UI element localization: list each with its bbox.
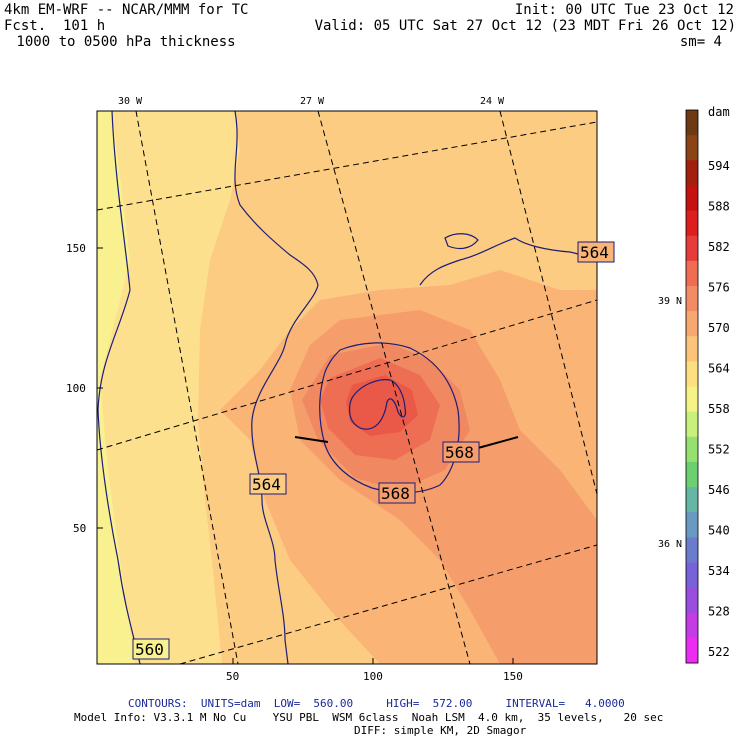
colorbar-swatch bbox=[686, 537, 698, 563]
contour-label-568-e: 568 bbox=[445, 443, 474, 462]
y-tick-100: 100 bbox=[66, 382, 86, 395]
fill-ocean-light bbox=[97, 111, 240, 664]
meridian-27w bbox=[317, 111, 471, 664]
colorbar-swatch bbox=[686, 487, 698, 513]
y-tick-150: 150 bbox=[66, 242, 86, 255]
colorbar-swatch bbox=[686, 160, 698, 186]
lon-label-27w: 27 W bbox=[300, 96, 325, 107]
forecast-hour: Fcst. 101 h bbox=[4, 18, 106, 34]
lon-label-30w: 30 W bbox=[118, 96, 143, 107]
valid-time: Valid: 05 UTC Sat 27 Oct 12 (23 MDT Fri … bbox=[314, 18, 736, 34]
colorbar-swatch bbox=[686, 311, 698, 337]
contour-label-564-w: 564 bbox=[252, 475, 281, 494]
meridian-30w bbox=[135, 111, 239, 664]
colorbar-swatch bbox=[686, 436, 698, 463]
x-tick-100: 100 bbox=[363, 670, 383, 683]
contour-564-island bbox=[444, 233, 479, 250]
colorbar-swatch bbox=[686, 386, 698, 413]
cross-section-west bbox=[294, 436, 329, 443]
lat-labels: 39 N 36 N bbox=[658, 296, 682, 550]
colorbar-level-label: 534 bbox=[708, 564, 730, 578]
colorbar-swatch bbox=[686, 235, 698, 262]
colorbar-level-label: 528 bbox=[708, 605, 730, 619]
colorbar-swatch bbox=[686, 210, 698, 237]
parallel-39n bbox=[97, 299, 597, 451]
smoothing-label: sm= 4 bbox=[679, 34, 722, 50]
parallel-north bbox=[97, 121, 597, 211]
colorbar-swatch bbox=[686, 110, 698, 136]
field-name: 1000 to 0500 hPa thickness bbox=[8, 34, 236, 50]
colorbar-level-label: 576 bbox=[708, 281, 730, 295]
colorbar-swatch bbox=[686, 587, 698, 614]
parallel-36n bbox=[179, 544, 597, 664]
colorbar-labels: 594 588 582 576 570 564 558 552 546 540 534 528 522 bbox=[708, 159, 730, 659]
contour-560-west bbox=[97, 111, 141, 664]
colorbar-swatch bbox=[686, 285, 698, 312]
colorbar: dam 594 588 582 576 570 564 558 552 546 540 534 528… bbox=[685, 105, 730, 664]
axis-ticks: 150 100 50 50 100 150 bbox=[66, 242, 523, 683]
colorbar-level-label: 552 bbox=[708, 443, 730, 457]
colorbar-swatch bbox=[686, 612, 698, 639]
cross-section-line bbox=[294, 436, 519, 449]
lon-labels: 30 W 27 W 24 W bbox=[118, 96, 505, 107]
colorbar-units: dam bbox=[708, 105, 730, 119]
y-tick-50: 50 bbox=[73, 522, 86, 535]
colorbar-level-label: 594 bbox=[708, 159, 730, 173]
colorbar-swatch bbox=[686, 336, 698, 362]
model-info: Model Info: V3.3.1 M No Cu YSU PBL WSM 6… bbox=[74, 711, 664, 724]
diff-info: DIFF: simple KM, 2D Smagor bbox=[354, 724, 527, 737]
colorbar-swatch bbox=[686, 361, 698, 387]
colorbar-swatch bbox=[686, 562, 698, 589]
contour-568-ring bbox=[319, 342, 460, 494]
colorbar-level-label: 546 bbox=[708, 483, 730, 497]
colorbar-swatches bbox=[686, 110, 698, 664]
colorbar-swatch bbox=[686, 637, 698, 664]
contour-label-564-ne: 564 bbox=[580, 243, 609, 262]
colorbar-level-label: 570 bbox=[708, 321, 730, 335]
colorbar-swatch bbox=[686, 185, 698, 212]
lat-label-36n: 36 N bbox=[658, 539, 682, 550]
colorbar-swatch bbox=[686, 260, 698, 287]
lon-label-24w: 24 W bbox=[480, 96, 505, 107]
colorbar-swatch bbox=[686, 411, 698, 438]
contour-label-568-s: 568 bbox=[381, 484, 410, 503]
init-time: Init: 00 UTC Tue 23 Oct 12 bbox=[514, 2, 734, 18]
colorbar-swatch bbox=[686, 135, 698, 161]
x-tick-50: 50 bbox=[226, 670, 239, 683]
contour-label-560: 560 bbox=[135, 640, 164, 659]
colorbar-level-label: 558 bbox=[708, 402, 730, 416]
colorbar-swatch bbox=[686, 461, 698, 488]
cross-section-east bbox=[477, 436, 519, 449]
contour-572-core bbox=[349, 379, 407, 430]
contour-label-group: 564 564 568 568 560 bbox=[132, 241, 615, 660]
x-tick-150: 150 bbox=[503, 670, 523, 683]
colorbar-level-label: 588 bbox=[708, 200, 730, 214]
colorbar-level-label: 540 bbox=[708, 524, 730, 538]
colorbar-level-label: 582 bbox=[708, 240, 730, 254]
contour-564-coast bbox=[234, 111, 319, 664]
contours-info: CONTOURS: UNITS=dam LOW= 560.00 HIGH= 57… bbox=[128, 697, 625, 710]
lat-label-39n: 39 N bbox=[658, 296, 682, 307]
colorbar-frame bbox=[685, 109, 699, 664]
lat-lon-grid bbox=[97, 111, 597, 664]
colorbar-level-label: 564 bbox=[708, 362, 730, 376]
meridian-24w bbox=[499, 111, 597, 497]
colorbar-level-label: 522 bbox=[708, 645, 730, 659]
thickness-fill bbox=[97, 111, 597, 664]
model-title: 4km EM-WRF -- NCAR/MMM for TC bbox=[4, 2, 249, 18]
colorbar-swatch bbox=[686, 512, 698, 538]
